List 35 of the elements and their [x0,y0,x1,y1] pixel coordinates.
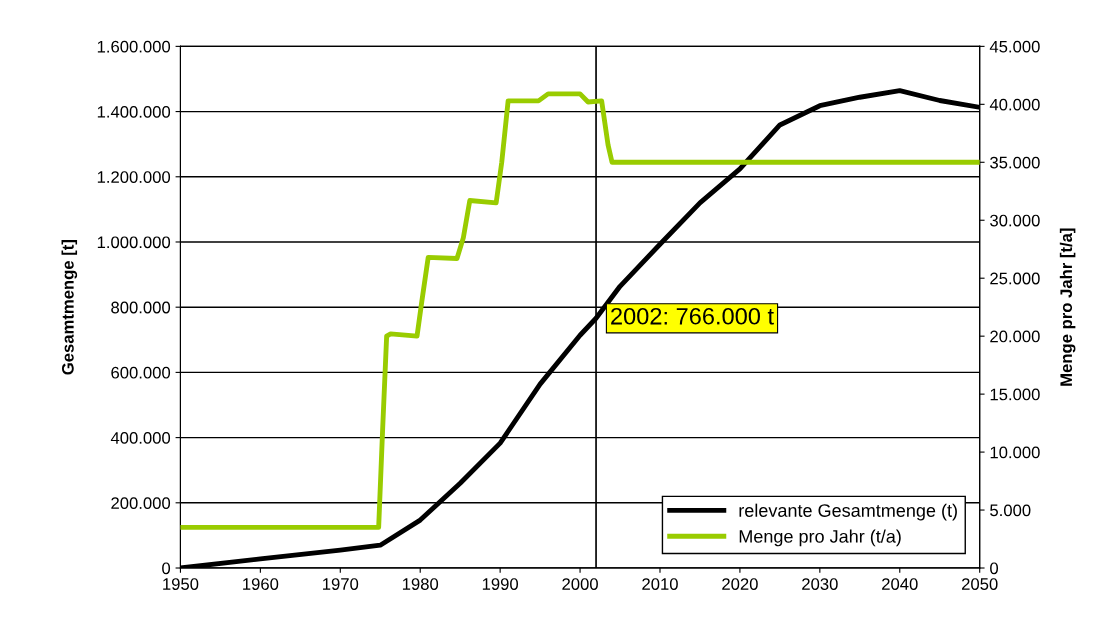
x-tick-label: 2050 [962,578,998,590]
y-tick-label: 1.200.000 [97,171,171,183]
y2-tick-label: 25.000 [990,272,1040,285]
y2-tick-label: 40.000 [989,98,1040,111]
x-tick-label: 2010 [642,578,678,590]
y-tick-label: 1.000.000 [97,236,171,249]
y-tick-label: 800.000 [111,301,171,314]
y2-tick-label: 35.000 [990,156,1040,169]
y2-tick-label: 10.000 [990,446,1040,459]
y-tick-label: 400.000 [110,432,171,444]
x-tick-label: 2000 [562,578,598,590]
x-tick-label: 1950 [163,578,199,590]
y2-tick-label: 5.000 [990,504,1031,517]
y2-tick-label: 20.000 [990,330,1040,343]
x-tick-label: 2040 [882,578,918,590]
y2-tick-label: 15.000 [990,388,1040,401]
legend-label: Menge pro Jahr (t/a) [739,529,901,547]
x-tick-label: 1970 [323,578,359,590]
x-tick-label: 1980 [402,578,439,590]
x-tick-label: 2020 [722,578,758,590]
y2-tick-label: 45.000 [989,40,1040,53]
y-tick-label: 1.600.000 [97,40,171,53]
y-axis-title: Gesamtmenge [t] [61,240,78,375]
y-tick-label: 1.400.000 [97,105,171,118]
x-tick-label: 2030 [802,578,838,590]
y-tick-label: 0 [162,562,171,575]
y2-axis-title: Menge pro Jahr [t/a] [1059,228,1076,386]
x-tick-label: 1960 [243,578,279,590]
x-tick-label: 1990 [482,578,519,590]
y-tick-label: 200.000 [111,497,171,510]
y-tick-label: 600.000 [111,366,171,379]
legend-label: relevante Gesamtmenge (t) [739,503,957,521]
annotation: 2002: 766.000 t [611,307,774,325]
y2-tick-label: 30.000 [990,214,1040,227]
y2-tick-label: 0 [990,562,999,575]
